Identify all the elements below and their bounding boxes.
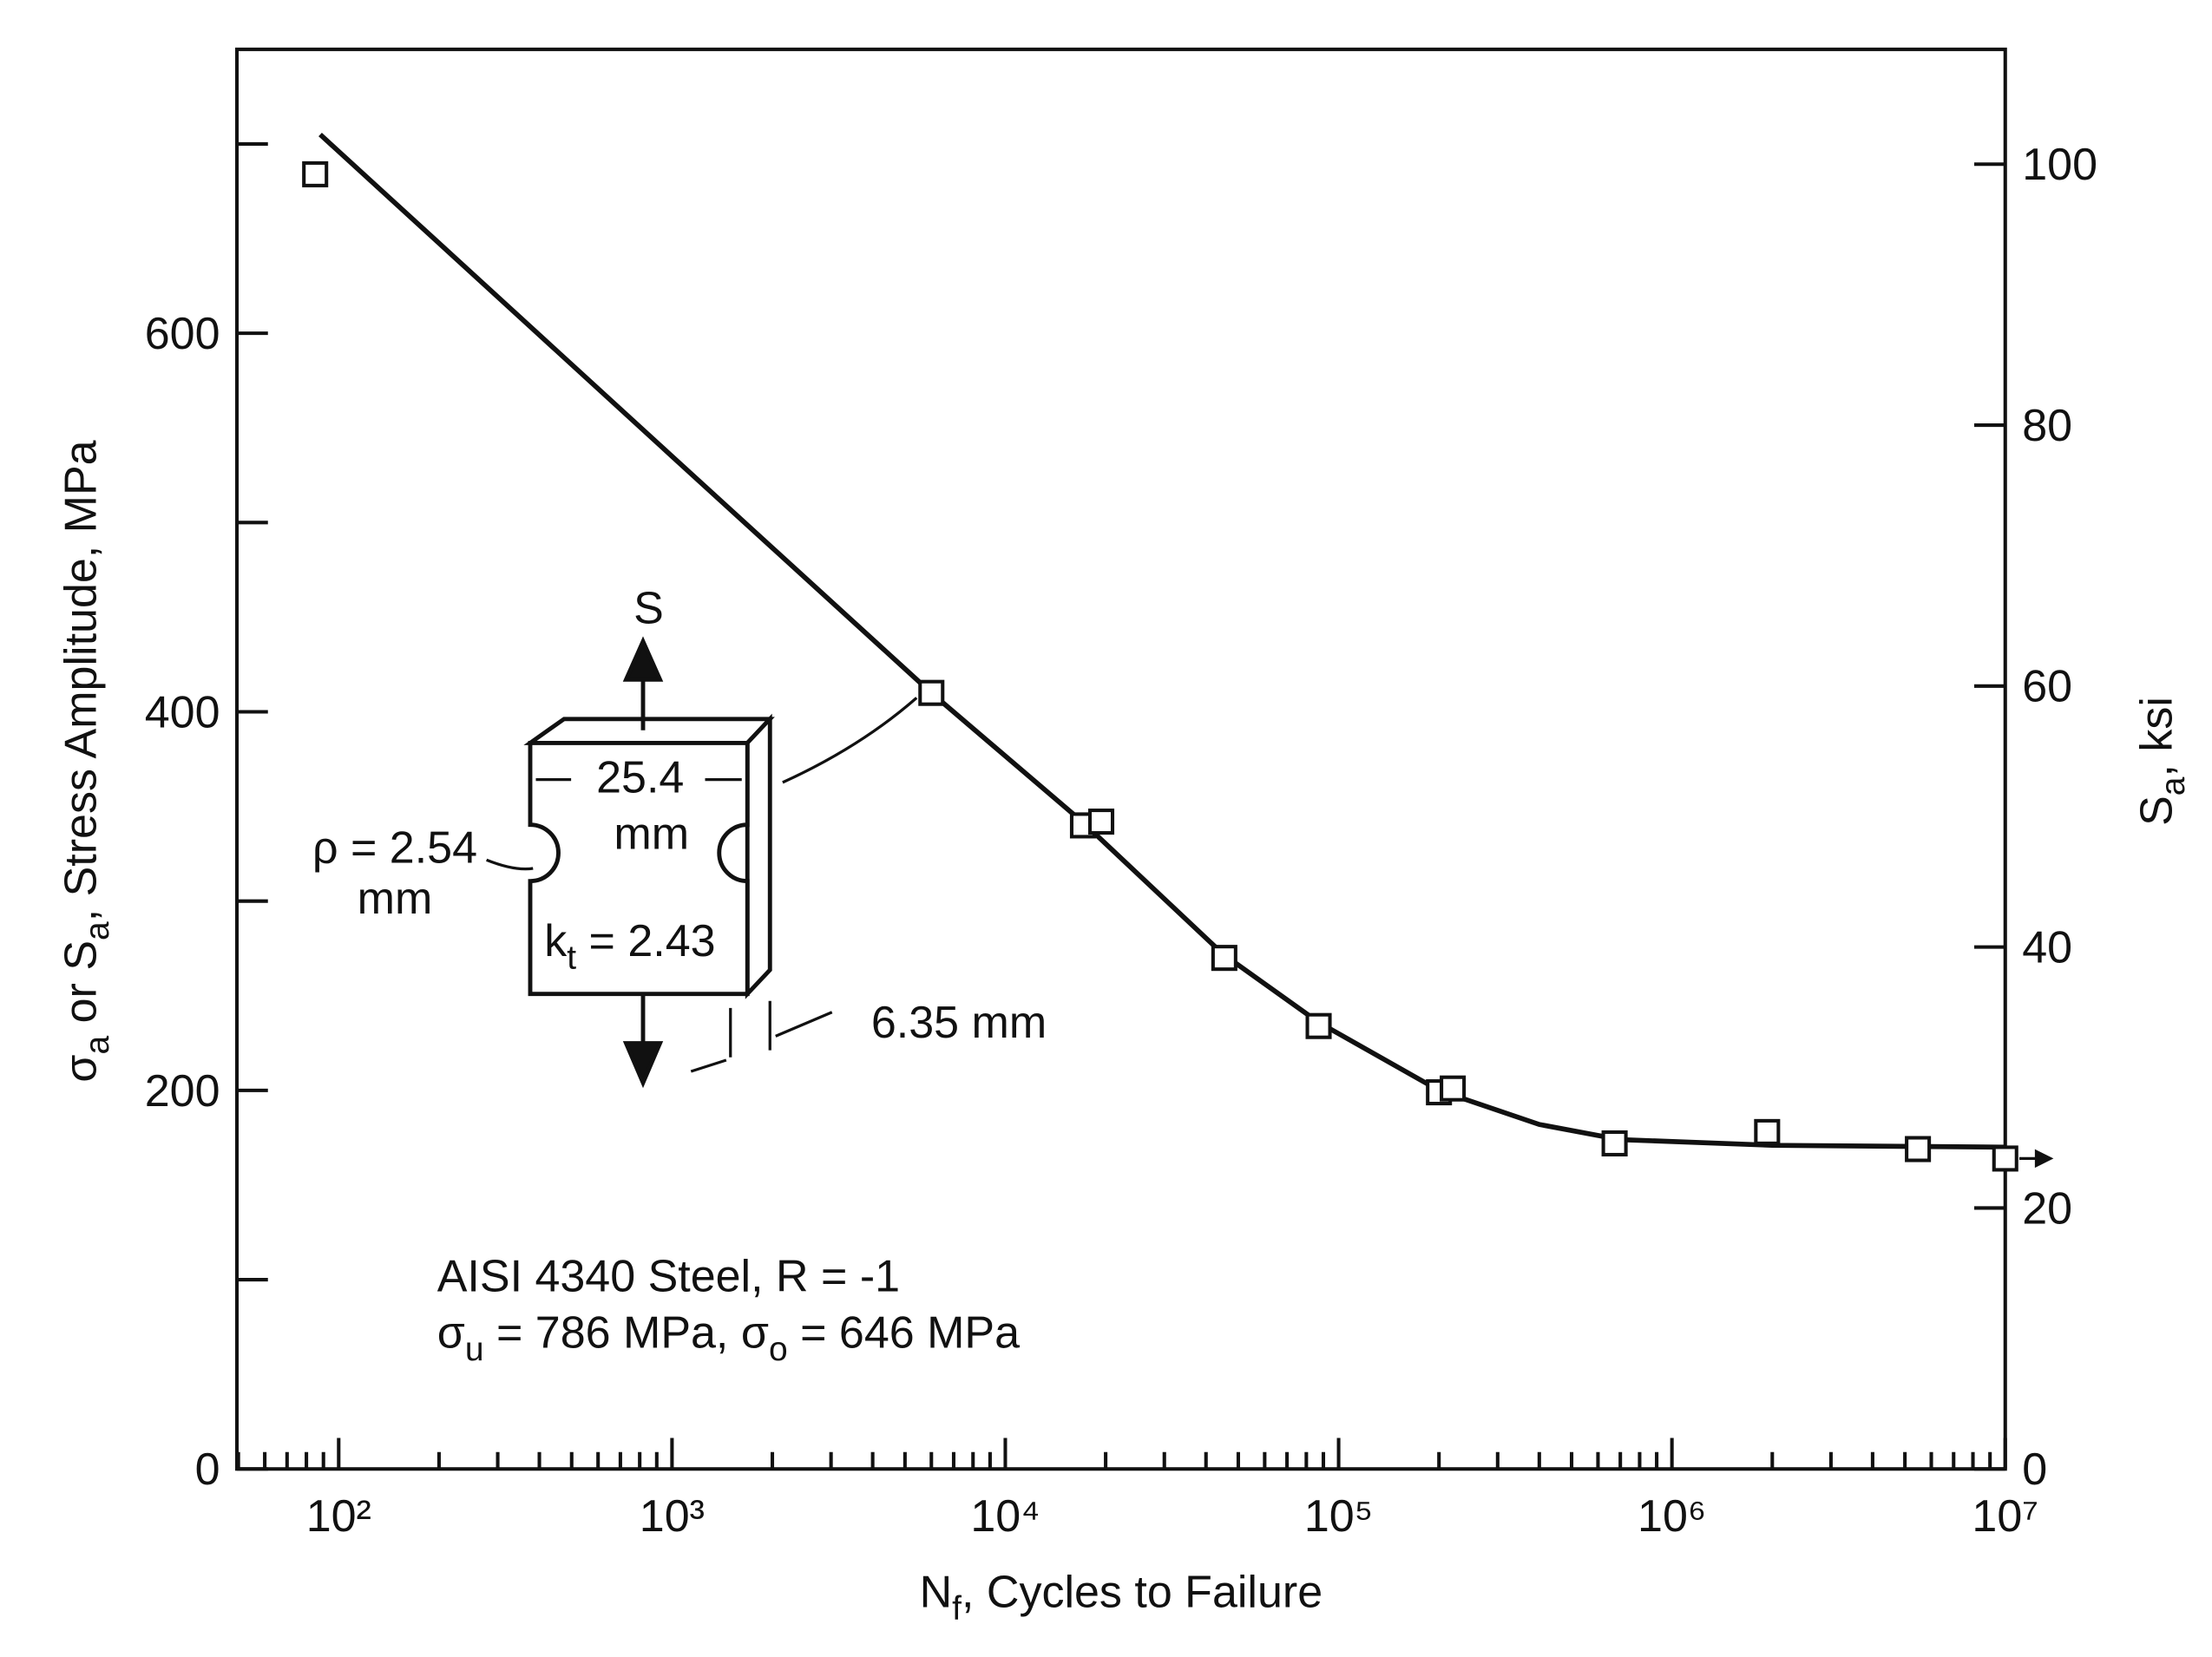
data-point xyxy=(1440,1075,1467,1102)
x-tick-label: 10² xyxy=(306,1491,371,1542)
label-part: = 646 MPa xyxy=(788,1308,1020,1359)
label-part: N xyxy=(920,1568,953,1618)
specimen-kt: kt = 2.43 xyxy=(544,916,715,977)
y-axis-label: σa or Sa, Stress Amplitude, MPa xyxy=(56,440,117,1082)
data-point xyxy=(1211,945,1237,972)
subscript: f xyxy=(952,1590,962,1628)
runout-arrow xyxy=(2019,1149,2054,1169)
data-point xyxy=(1087,809,1115,835)
label-part: or S xyxy=(56,940,107,1036)
y-tick-label: 600 xyxy=(145,309,220,359)
data-point xyxy=(1601,1130,1628,1157)
x-tick-label: 10⁷ xyxy=(1972,1491,2038,1542)
subscript: u xyxy=(465,1331,484,1368)
specimen-radius: ρ = 2.54 xyxy=(312,823,477,874)
plot-frame xyxy=(234,47,2007,1471)
y2-tick-label: 40 xyxy=(2022,923,2072,973)
label-part: , ksi xyxy=(2132,697,2182,776)
label-part: = 786 MPa, σ xyxy=(484,1308,769,1359)
y-tick-label: 0 xyxy=(195,1444,220,1495)
x-tick-label: 10⁵ xyxy=(1304,1491,1373,1542)
specimen-diagram xyxy=(486,636,918,1089)
x-tick-label: 10⁶ xyxy=(1638,1491,1706,1542)
annotation: AISI 4340 Steel, R = -1 xyxy=(437,1252,900,1302)
y2-tick-label: 100 xyxy=(2022,140,2097,190)
subscript: a xyxy=(79,921,116,940)
label-part: = 2.43 xyxy=(576,916,715,966)
data-point xyxy=(918,679,945,706)
specimen-radius-unit: mm xyxy=(358,874,433,924)
specimen-load-label: S xyxy=(633,583,664,633)
y-tick-label: 200 xyxy=(145,1066,220,1117)
y-tick-label: 400 xyxy=(145,687,220,737)
label-part: σ xyxy=(437,1308,465,1359)
y2-tick-label: 0 xyxy=(2022,1444,2047,1495)
label-part: S xyxy=(2132,796,2182,826)
x-tick-label: 10⁴ xyxy=(970,1491,1040,1542)
y2-tick-label: 60 xyxy=(2022,662,2072,712)
data-point xyxy=(302,160,329,187)
specimen-width-unit: mm xyxy=(614,809,689,859)
subscript: a xyxy=(2155,776,2192,796)
data-point xyxy=(1305,1012,1332,1039)
y2-tick-label: 80 xyxy=(2022,401,2072,451)
label-part: σ xyxy=(56,1055,107,1083)
label-part: , Stress Amplitude, MPa xyxy=(56,440,107,921)
data-point xyxy=(1754,1118,1781,1145)
subscript: a xyxy=(79,1036,116,1055)
y2-axis-label: Sa, ksi xyxy=(2132,697,2193,826)
subscript: o xyxy=(769,1331,788,1368)
label-part: k xyxy=(544,916,568,966)
data-point xyxy=(1992,1145,2018,1172)
x-axis-label: Nf, Cycles to Failure xyxy=(920,1568,1323,1628)
y2-tick-label: 20 xyxy=(2022,1183,2072,1234)
annotation: σu = 786 MPa, σo = 646 MPa xyxy=(437,1308,1020,1369)
specimen-width: 25.4 xyxy=(596,752,684,802)
label-part: , Cycles to Failure xyxy=(962,1568,1323,1618)
subscript: t xyxy=(567,939,576,976)
data-point xyxy=(1905,1136,1932,1163)
specimen-thickness: 6.35 mm xyxy=(871,998,1047,1048)
plot-root: S 25.4 mm ρ = 2.54 mm 6.35 mm AISI 4340 … xyxy=(56,47,2193,1628)
x-tick-label: 10³ xyxy=(640,1491,705,1542)
